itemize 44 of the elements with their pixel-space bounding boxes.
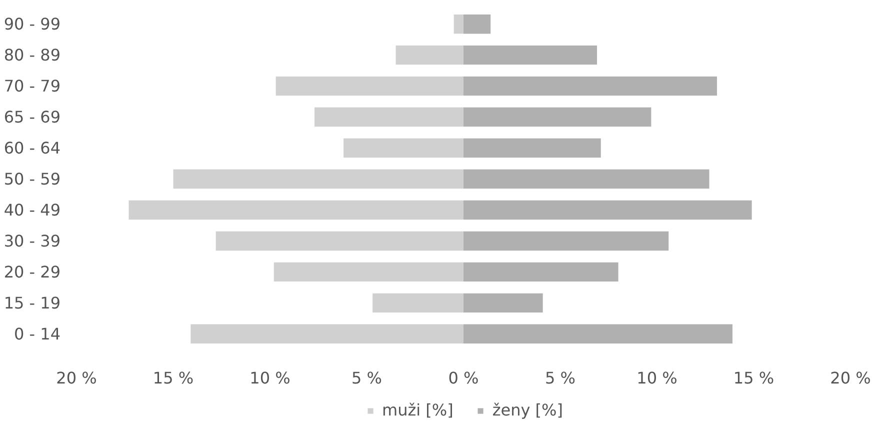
x-tick-label: 15 % xyxy=(152,368,194,388)
x-tick-label: 20 % xyxy=(56,368,97,388)
bar xyxy=(274,262,464,282)
legend-label: ženy [%] xyxy=(492,400,563,420)
y-tick-label: 30 - 39 xyxy=(4,231,61,250)
y-tick-label: 90 - 99 xyxy=(4,14,61,34)
bar xyxy=(464,293,543,313)
bar xyxy=(464,169,710,189)
bar xyxy=(396,45,464,65)
y-tick-label: 65 - 69 xyxy=(4,108,61,127)
x-tick-label: 10 % xyxy=(250,368,290,388)
bar xyxy=(464,200,752,220)
bar xyxy=(372,293,464,313)
x-tick-label: 5 % xyxy=(545,368,576,388)
y-tick-label: 50 - 59 xyxy=(4,170,61,188)
x-tick-label: 0 % xyxy=(448,368,479,388)
x-tick-label: 10 % xyxy=(636,368,678,388)
x-tick-label: 5 % xyxy=(352,368,382,388)
bar xyxy=(464,138,601,158)
bar xyxy=(454,14,464,34)
bar xyxy=(464,262,618,282)
x-tick-label: 15 % xyxy=(733,368,774,388)
y-tick-label: 40 - 49 xyxy=(4,200,61,220)
bar xyxy=(464,107,652,127)
legend-label: muži [%] xyxy=(382,400,454,420)
y-tick-label: 70 - 79 xyxy=(4,76,61,96)
bar xyxy=(314,107,464,127)
bar xyxy=(216,231,464,251)
y-tick-label: 60 - 64 xyxy=(4,138,61,158)
bar xyxy=(173,169,464,189)
bar xyxy=(190,324,464,344)
x-tick-label: 20 % xyxy=(830,368,871,388)
y-tick-label: 80 - 89 xyxy=(4,46,61,65)
bar xyxy=(464,324,732,344)
bar xyxy=(464,14,491,34)
y-tick-label: 0 - 14 xyxy=(14,324,60,344)
y-tick-label: 15 - 19 xyxy=(4,293,61,312)
bar xyxy=(128,200,464,220)
bar xyxy=(344,138,464,158)
bar xyxy=(464,45,598,65)
bar xyxy=(276,76,464,96)
bar xyxy=(464,231,669,251)
y-tick-label: 20 - 29 xyxy=(4,262,61,282)
bar xyxy=(464,76,717,96)
